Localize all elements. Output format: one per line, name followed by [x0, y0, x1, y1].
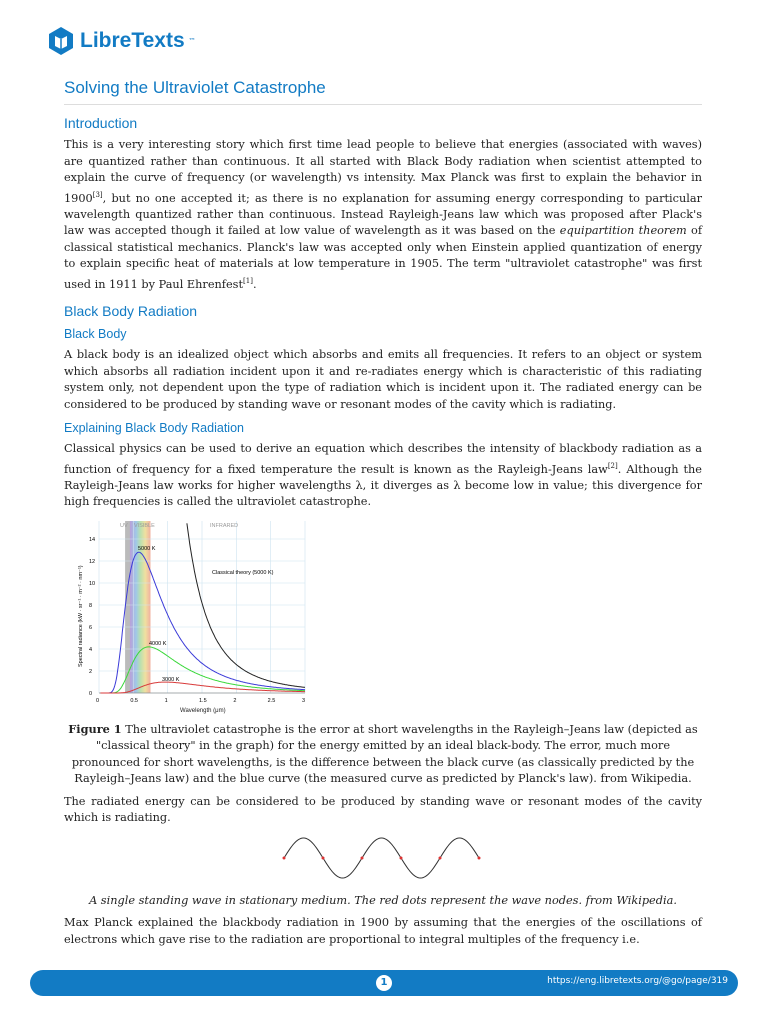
- y-tick-label: 0: [89, 691, 92, 697]
- wave-caption-text: A single standing wave in stationary med…: [89, 893, 677, 907]
- footnote-link-1[interactable]: [1]: [243, 276, 253, 285]
- label-5000k: 5000 K: [138, 546, 156, 552]
- page-footer: 1 https://eng.libretexts.org/@go/page/31…: [30, 970, 738, 996]
- standing-wave-image: [282, 837, 481, 879]
- y-tick-label: 14: [89, 537, 95, 543]
- logo-icon: [49, 27, 73, 55]
- text: Classical physics can be used to derive …: [64, 442, 702, 476]
- explaining-paragraph: Classical physics can be used to derive …: [64, 441, 702, 511]
- page-content: Solving the Ultraviolet Catastrophe Intr…: [64, 78, 702, 954]
- caption-text: The ultraviolet catastrophe is the error…: [71, 722, 698, 786]
- label-classical: Classical theory (5000 K): [212, 570, 274, 576]
- x-tick-label: 1: [165, 698, 168, 704]
- y-tick-label: 8: [89, 603, 92, 609]
- page-number: 1: [376, 975, 392, 991]
- caption-label: Figure 1: [68, 721, 122, 736]
- label-3000k: 3000 K: [162, 677, 180, 683]
- y-tick-label: 10: [89, 581, 95, 587]
- wave-node-dot: [360, 856, 364, 860]
- band-visible: VISIBLE: [134, 523, 155, 529]
- wave-node-dot: [438, 856, 442, 860]
- text: .: [252, 277, 257, 291]
- heading-explaining: Explaining Black Body Radiation: [64, 421, 244, 436]
- y-axis-label: Spectral radiance (kW · sr⁻¹ · m⁻² · nm⁻…: [78, 565, 84, 667]
- figure-caption: Figure 1 The ultraviolet catastrophe is …: [64, 721, 702, 788]
- black-body-paragraph: A black body is an idealized object whic…: [64, 348, 702, 411]
- footnote-link-3[interactable]: [3]: [92, 190, 103, 199]
- y-tick-label: 6: [89, 625, 92, 631]
- logo-text: LibreTexts: [80, 29, 185, 52]
- wave-node-dot: [477, 856, 481, 860]
- x-axis-label: Wavelength (μm): [180, 708, 226, 714]
- curve-classical: [186, 523, 306, 688]
- wave-node-dot: [282, 856, 286, 860]
- y-tick-label: 12: [89, 559, 95, 565]
- x-tick-label: 1.5: [199, 698, 207, 704]
- x-tick-label: 0.5: [130, 698, 138, 704]
- planck-paragraph: Max Planck explained the blackbody radia…: [64, 916, 702, 946]
- footnote-link-2[interactable]: [2]: [607, 461, 618, 470]
- text: This is a very interesting story which f…: [64, 138, 702, 205]
- x-tick-label: 2: [233, 698, 236, 704]
- curve-3000k: [100, 681, 305, 694]
- y-tick-label: 4: [89, 647, 92, 653]
- x-tick-label: 0: [96, 698, 99, 704]
- band-infrared: INFRARED: [210, 523, 238, 529]
- heading-black-body: Black Body: [64, 327, 127, 342]
- intro-paragraph: This is a very interesting story which f…: [64, 137, 702, 293]
- emphasis: equipartition theorem: [559, 224, 687, 238]
- blackbody-figure: 0 0.5 1 1.5 2 2.5 3 0 2 4 6 8 10 12 14 UV VISIBLE INFR…: [78, 520, 306, 714]
- page-url-link[interactable]: https://eng.libretexts.org/@go/page/319: [547, 976, 728, 986]
- curve-4000k: [100, 646, 306, 694]
- curve-5000k: [100, 551, 306, 694]
- text: , but no one accepted it; as there is no…: [64, 191, 702, 238]
- visible-band: [129, 520, 151, 693]
- wave-node-dot: [321, 856, 325, 860]
- wave-node-dot: [399, 856, 403, 860]
- band-uv: UV: [120, 523, 128, 529]
- wave-caption: A single standing wave in stationary med…: [64, 893, 702, 910]
- page-title: Solving the Ultraviolet Catastrophe: [64, 78, 702, 105]
- y-tick-label: 2: [89, 669, 92, 675]
- wave-line: [283, 837, 480, 879]
- libretexts-logo[interactable]: LibreTexts ™: [46, 26, 196, 56]
- heading-introduction: Introduction: [64, 115, 138, 131]
- text: of classical statistical mechanics. Plan…: [64, 224, 703, 291]
- heading-black-body-radiation: Black Body Radiation: [64, 303, 198, 320]
- standing-wave-paragraph: The radiated energy can be considered to…: [64, 794, 702, 825]
- x-tick-label: 2.5: [268, 698, 276, 704]
- label-4000k: 4000 K: [149, 641, 167, 647]
- text: . Although the Rayleigh-Jeans law works …: [64, 462, 702, 509]
- x-tick-label: 3: [302, 698, 305, 704]
- logo-tm: ™: [188, 37, 196, 45]
